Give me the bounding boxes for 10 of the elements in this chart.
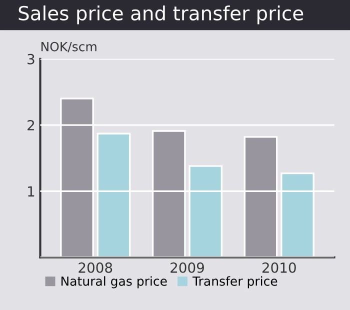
- x-tick-label: 2009: [170, 262, 204, 273]
- x-tick-label: 2010: [262, 262, 296, 273]
- chart-title: Sales price and transfer price: [18, 5, 304, 24]
- y-tick-label: 3: [28, 54, 34, 64]
- legend-label: Transfer price: [192, 276, 278, 288]
- x-tick-label: 2008: [78, 262, 112, 273]
- y-axis-title: NOK/scm: [41, 42, 96, 52]
- y-tick-label: 1: [28, 186, 34, 196]
- legend-label: Natural gas price: [61, 276, 167, 288]
- y-tick-label: 2: [28, 120, 34, 130]
